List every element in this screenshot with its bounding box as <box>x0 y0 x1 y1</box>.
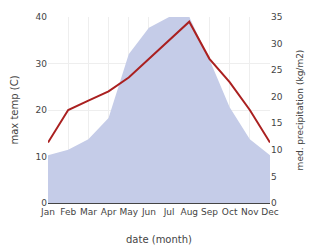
svg-text:May: May <box>119 207 138 217</box>
svg-text:25: 25 <box>271 65 282 75</box>
svg-text:10: 10 <box>271 145 283 155</box>
svg-text:35: 35 <box>271 12 282 22</box>
svg-text:date (month): date (month) <box>126 234 192 245</box>
svg-text:Oct: Oct <box>222 207 238 217</box>
svg-text:0: 0 <box>271 198 277 208</box>
svg-text:Jul: Jul <box>163 207 175 217</box>
svg-text:Sep: Sep <box>201 207 218 217</box>
svg-text:Jan: Jan <box>40 207 55 217</box>
svg-text:Dec: Dec <box>261 207 278 217</box>
svg-text:Feb: Feb <box>60 207 76 217</box>
svg-text:Jun: Jun <box>141 207 156 217</box>
svg-text:Nov: Nov <box>241 207 259 217</box>
svg-text:Apr: Apr <box>101 207 117 217</box>
svg-text:10: 10 <box>36 152 48 162</box>
svg-text:20: 20 <box>36 105 48 115</box>
svg-text:Mar: Mar <box>80 207 97 217</box>
svg-text:40: 40 <box>36 12 48 22</box>
svg-text:20: 20 <box>271 92 283 102</box>
svg-text:max temp (C): max temp (C) <box>9 75 20 144</box>
svg-text:0: 0 <box>41 198 47 208</box>
svg-text:med. precipitation (kg/m2): med. precipitation (kg/m2) <box>295 50 305 171</box>
svg-text:30: 30 <box>36 59 48 69</box>
svg-text:Aug: Aug <box>180 207 198 217</box>
svg-text:15: 15 <box>271 118 282 128</box>
svg-text:5: 5 <box>271 172 277 182</box>
svg-text:30: 30 <box>271 39 283 49</box>
